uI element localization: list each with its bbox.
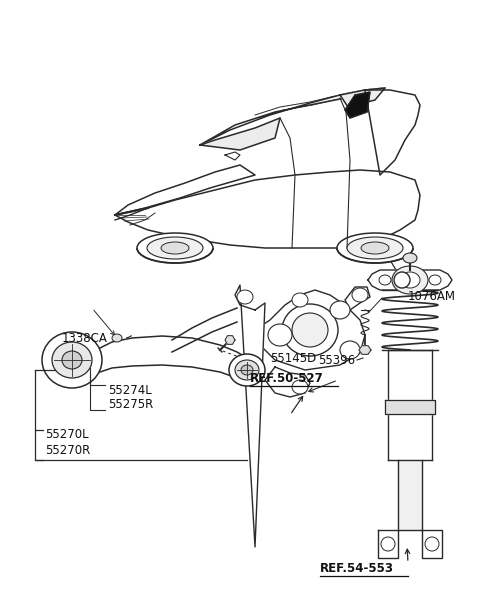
Text: 55270L: 55270L xyxy=(45,429,89,441)
Polygon shape xyxy=(115,165,255,215)
Text: REF.54-553: REF.54-553 xyxy=(320,562,394,574)
Text: 55275R: 55275R xyxy=(108,399,153,412)
Text: 55270R: 55270R xyxy=(45,444,90,456)
Ellipse shape xyxy=(229,354,265,386)
Polygon shape xyxy=(340,88,385,107)
Polygon shape xyxy=(359,346,371,355)
Ellipse shape xyxy=(292,313,328,347)
Text: 1338CA: 1338CA xyxy=(62,332,108,344)
Polygon shape xyxy=(388,350,432,460)
Polygon shape xyxy=(378,530,398,558)
Text: REF.50-527: REF.50-527 xyxy=(250,371,324,385)
Ellipse shape xyxy=(403,253,417,263)
Polygon shape xyxy=(422,530,442,558)
Ellipse shape xyxy=(361,242,389,254)
Ellipse shape xyxy=(381,537,395,551)
Ellipse shape xyxy=(400,272,420,288)
Ellipse shape xyxy=(112,334,122,342)
Ellipse shape xyxy=(268,324,292,346)
Ellipse shape xyxy=(392,266,428,294)
Ellipse shape xyxy=(425,537,439,551)
Polygon shape xyxy=(115,170,420,248)
Ellipse shape xyxy=(347,237,403,259)
Text: 55274L: 55274L xyxy=(108,383,152,397)
Ellipse shape xyxy=(379,275,391,285)
Ellipse shape xyxy=(340,341,360,359)
Ellipse shape xyxy=(52,342,92,378)
Polygon shape xyxy=(172,308,237,352)
Ellipse shape xyxy=(237,290,253,304)
Polygon shape xyxy=(365,90,420,175)
Ellipse shape xyxy=(235,360,259,380)
Ellipse shape xyxy=(330,301,350,319)
Ellipse shape xyxy=(429,275,441,285)
Text: 1076AM: 1076AM xyxy=(408,290,456,302)
Polygon shape xyxy=(368,270,452,290)
Ellipse shape xyxy=(337,233,413,263)
Ellipse shape xyxy=(241,365,253,375)
Polygon shape xyxy=(200,88,385,145)
Polygon shape xyxy=(225,336,235,344)
Ellipse shape xyxy=(62,351,82,369)
Text: 55396: 55396 xyxy=(318,353,355,367)
Polygon shape xyxy=(345,92,370,118)
Ellipse shape xyxy=(161,242,189,254)
Ellipse shape xyxy=(292,380,308,394)
Ellipse shape xyxy=(42,332,102,388)
Ellipse shape xyxy=(137,233,213,263)
Polygon shape xyxy=(200,118,280,150)
Polygon shape xyxy=(385,400,435,414)
Ellipse shape xyxy=(352,288,368,302)
Text: 55145D: 55145D xyxy=(270,352,316,364)
Polygon shape xyxy=(345,287,370,310)
Ellipse shape xyxy=(292,293,308,307)
Polygon shape xyxy=(250,290,365,370)
Polygon shape xyxy=(235,285,265,547)
Polygon shape xyxy=(100,336,247,382)
Ellipse shape xyxy=(147,237,203,259)
Polygon shape xyxy=(265,367,310,397)
Polygon shape xyxy=(398,460,422,530)
Ellipse shape xyxy=(394,272,410,288)
Ellipse shape xyxy=(282,304,338,356)
